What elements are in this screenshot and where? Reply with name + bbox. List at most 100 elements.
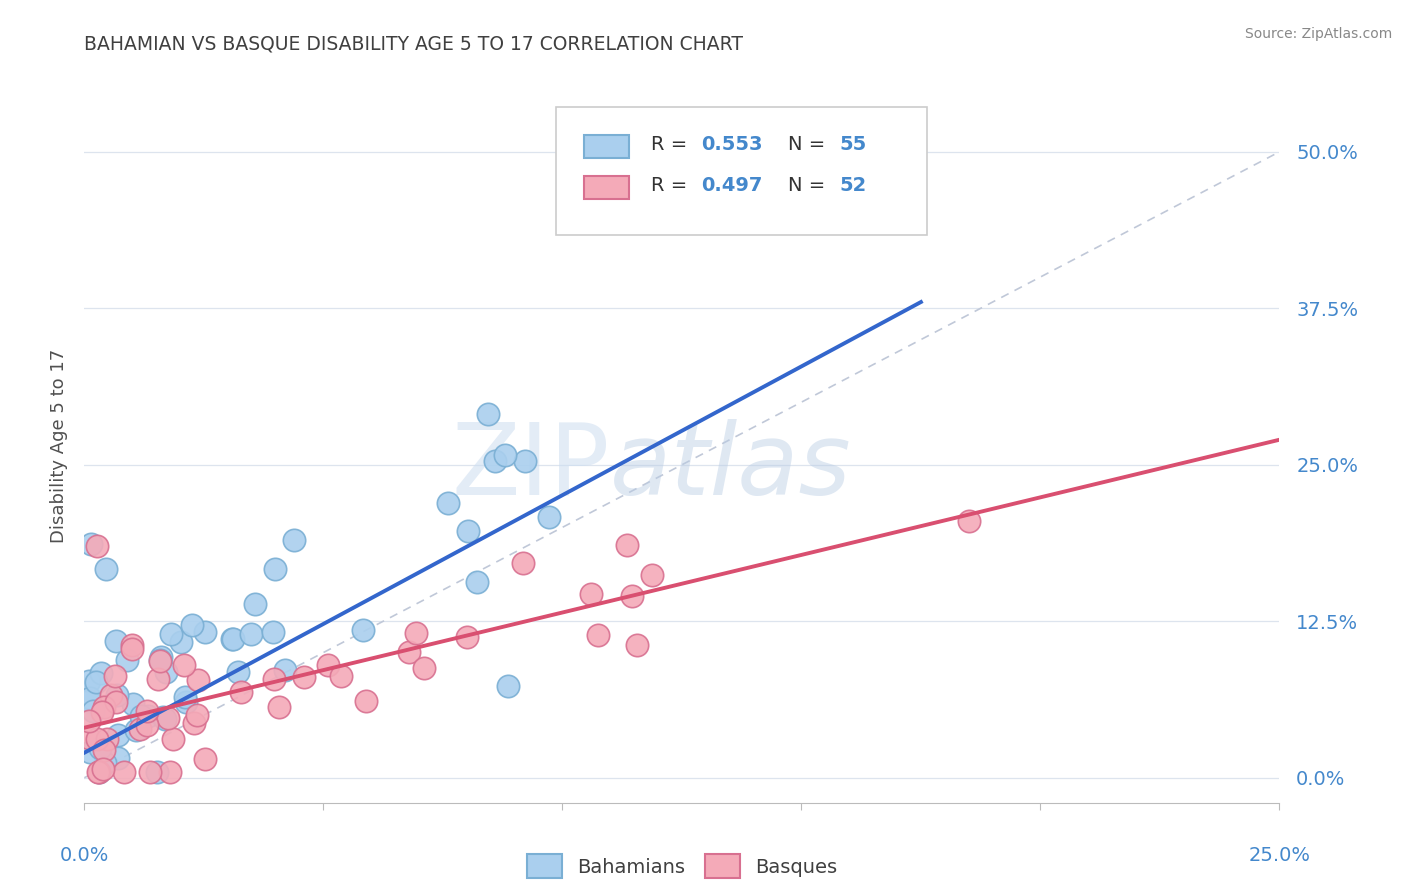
Point: [316, 658, 339, 673]
Point: [121, 641, 143, 656]
Point: [231, 684, 253, 698]
Point: [115, 653, 138, 667]
Point: [86, 539, 108, 553]
Point: [112, 764, 135, 779]
Point: [153, 712, 176, 726]
Point: [181, 618, 204, 632]
Point: [641, 568, 664, 582]
Point: [80, 537, 103, 551]
Point: [129, 708, 152, 723]
Point: [93, 756, 115, 771]
Point: [86, 732, 108, 747]
Point: [176, 695, 198, 709]
Point: [148, 673, 170, 687]
Point: [105, 695, 128, 709]
Point: [77, 714, 100, 729]
Point: [86, 764, 108, 779]
Point: [513, 454, 536, 468]
Point: [174, 690, 197, 704]
Point: [512, 556, 534, 570]
FancyBboxPatch shape: [583, 136, 630, 159]
Text: 55: 55: [839, 136, 868, 154]
Point: [100, 689, 122, 703]
Point: [156, 710, 179, 724]
Point: [496, 679, 519, 693]
Point: [957, 514, 980, 528]
Point: [90, 666, 112, 681]
Point: [149, 654, 172, 668]
Point: [586, 628, 609, 642]
Point: [330, 669, 353, 683]
Point: [494, 448, 516, 462]
Point: [457, 524, 479, 539]
Point: [352, 623, 374, 637]
Text: 52: 52: [839, 176, 868, 195]
Text: ZIP: ZIP: [451, 419, 610, 516]
Point: [129, 722, 152, 736]
Point: [86, 674, 108, 689]
Text: 25.0%: 25.0%: [1249, 846, 1310, 864]
Point: [93, 743, 115, 757]
FancyBboxPatch shape: [583, 176, 630, 199]
Point: [187, 673, 209, 688]
Text: Source: ZipAtlas.com: Source: ZipAtlas.com: [1244, 27, 1392, 41]
Legend: Bahamians, Basques: Bahamians, Basques: [519, 847, 845, 886]
Point: [107, 751, 129, 765]
Text: N =: N =: [789, 176, 832, 195]
Y-axis label: Disability Age 5 to 17: Disability Age 5 to 17: [49, 349, 67, 543]
Point: [79, 693, 101, 707]
Point: [79, 691, 101, 706]
Text: 0.553: 0.553: [702, 136, 762, 154]
Point: [105, 633, 128, 648]
Point: [456, 630, 478, 644]
Point: [437, 496, 460, 510]
Point: [159, 764, 181, 779]
Text: R =: R =: [651, 176, 693, 195]
Text: BAHAMIAN VS BASQUE DISABILITY AGE 5 TO 17 CORRELATION CHART: BAHAMIAN VS BASQUE DISABILITY AGE 5 TO 1…: [84, 35, 744, 54]
Text: R =: R =: [651, 136, 693, 154]
Point: [186, 707, 208, 722]
Point: [398, 645, 420, 659]
Point: [243, 598, 266, 612]
Point: [145, 764, 167, 779]
Point: [626, 638, 648, 652]
Point: [262, 625, 284, 640]
Point: [89, 740, 111, 755]
Point: [149, 653, 172, 667]
Point: [283, 533, 305, 548]
Point: [221, 632, 243, 647]
Text: 0.497: 0.497: [702, 176, 762, 195]
Point: [484, 454, 506, 468]
Point: [136, 717, 159, 731]
Point: [194, 751, 217, 765]
Point: [107, 728, 129, 742]
FancyBboxPatch shape: [557, 107, 927, 235]
Point: [125, 723, 148, 738]
Point: [136, 709, 159, 723]
Point: [616, 538, 638, 552]
Point: [77, 731, 100, 745]
Point: [194, 624, 217, 639]
Point: [150, 650, 173, 665]
Point: [90, 706, 112, 720]
Point: [183, 716, 205, 731]
Point: [89, 764, 111, 779]
Point: [162, 732, 184, 747]
Point: [82, 705, 104, 719]
Point: [107, 689, 129, 703]
Point: [356, 694, 378, 708]
Point: [173, 658, 195, 673]
Point: [136, 704, 159, 718]
Point: [121, 639, 143, 653]
Text: N =: N =: [789, 136, 832, 154]
Point: [222, 632, 245, 646]
Point: [477, 408, 499, 422]
Point: [94, 562, 117, 576]
Point: [96, 731, 118, 746]
Point: [405, 626, 427, 640]
Point: [621, 589, 644, 603]
Point: [465, 575, 488, 590]
Point: [538, 510, 561, 524]
Point: [152, 710, 174, 724]
Point: [226, 665, 249, 680]
